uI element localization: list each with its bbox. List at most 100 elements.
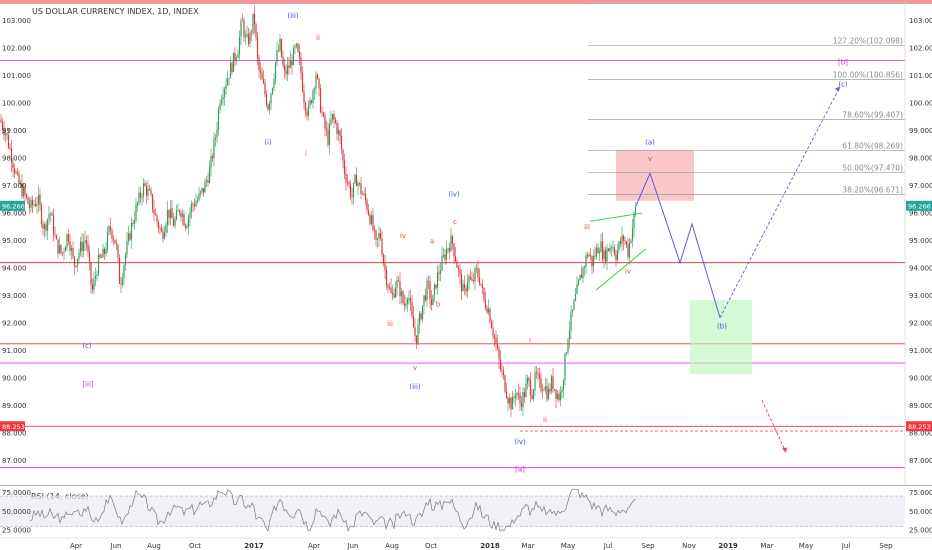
candle-body (264, 83, 266, 94)
candle-body (84, 240, 86, 243)
candle-body (136, 202, 139, 206)
candle-body (481, 284, 484, 288)
candle-body (106, 232, 109, 250)
price-tick-left: 90.000 (2, 375, 27, 383)
candle-body (258, 57, 260, 71)
candle-body (429, 281, 431, 300)
candle-body (318, 78, 320, 89)
candle-body (598, 251, 601, 254)
candle-body (582, 267, 584, 279)
candle-body (555, 389, 557, 399)
price-axis-right[interactable]: 87.000 88.000 89.000 90.000 91.000 92.000 93.0… (909, 17, 932, 465)
red-projection-line (761, 400, 787, 453)
price-tick-left: 100.000 (2, 100, 31, 108)
candle-body (282, 56, 284, 66)
candle-body (39, 194, 41, 206)
candle-body (54, 234, 56, 236)
candle-body (223, 88, 226, 97)
candle-body (48, 214, 50, 220)
candle-body (559, 391, 562, 400)
candle-body (354, 174, 356, 183)
rsi-pane[interactable]: RSI (14, close) 25.000025.000050.000050.… (0, 485, 932, 535)
candle-body (450, 235, 452, 252)
price-tick-right: 95.000 (909, 237, 932, 245)
rsi-tick-left: 50.0000 (2, 508, 31, 516)
candle-body (301, 73, 304, 92)
candle-body (477, 267, 479, 278)
candle-body (217, 109, 220, 130)
candle-body (9, 147, 11, 149)
wave-label: ii (316, 34, 320, 42)
candle-body (459, 269, 461, 275)
candle-body (468, 276, 470, 283)
time-tick: Apr (308, 542, 320, 550)
fib-label: 38.20%(96.671) (842, 186, 903, 195)
candle-body (393, 294, 395, 298)
candle-body (202, 188, 205, 193)
candle-body (322, 112, 325, 116)
candle-body (67, 234, 70, 242)
candle-body (219, 103, 221, 110)
time-axis[interactable]: Apr Jun Aug Oct 2017 Apr Jun Aug Oct 2018 Mar May Ju… (70, 542, 893, 550)
candle-body (624, 240, 626, 242)
candle-body (43, 224, 46, 229)
candle-body (246, 34, 248, 36)
candle-body (438, 272, 440, 274)
candle-body (432, 295, 434, 306)
candle-body (375, 230, 377, 240)
candle-body (493, 335, 496, 338)
candle-body (169, 208, 172, 218)
candle-body (73, 256, 76, 267)
candle-body (616, 250, 619, 261)
wave-label: (iii) (409, 383, 421, 391)
candle-body (415, 335, 418, 344)
candle-body (633, 213, 635, 228)
price-axis-left[interactable]: 87.000 88.000 89.000 90.000 91.000 92.000 93.0… (2, 17, 31, 465)
candle-body (475, 267, 478, 269)
candle-body (117, 244, 119, 258)
candle-body (295, 43, 298, 47)
candle-body (544, 386, 547, 390)
candle-body (504, 375, 506, 392)
projection-target-line (719, 86, 841, 318)
time-tick: Aug (147, 542, 161, 550)
candle-body (625, 241, 628, 245)
candle-body (391, 292, 394, 295)
candle-body (294, 46, 296, 48)
candle-body (361, 193, 364, 195)
candle-body (522, 392, 524, 408)
candle-body (561, 389, 563, 392)
candle-body (630, 240, 632, 244)
candle-body (207, 180, 209, 183)
candle-body (349, 184, 352, 197)
price-tick-right: 103.000 (909, 17, 932, 25)
candle-body (402, 291, 404, 304)
wave-label: b (436, 301, 441, 309)
candle-body (378, 233, 380, 239)
candle-body (408, 298, 410, 300)
candle-body (78, 252, 80, 259)
candle-body (127, 233, 130, 242)
candle-body (28, 203, 31, 208)
candle-body (562, 379, 565, 390)
candle-body (15, 171, 17, 174)
candle-body (25, 194, 28, 198)
candle-body (225, 84, 227, 89)
candle-body (621, 235, 623, 244)
price-tick-right: 92.000 (909, 320, 932, 328)
candle-body (346, 182, 349, 183)
wave-label: i (529, 336, 531, 344)
candle-body (70, 248, 73, 251)
candle-body (216, 129, 218, 138)
candle-body (93, 279, 95, 290)
horizontal-levels (0, 59, 905, 469)
candle-body (49, 213, 52, 215)
candle-body (321, 112, 323, 114)
candle-body (21, 183, 23, 197)
candle-body (444, 254, 446, 260)
candle-body (351, 196, 353, 198)
target-zones (616, 149, 752, 375)
candle-body (33, 204, 35, 206)
candle-body (147, 189, 149, 196)
